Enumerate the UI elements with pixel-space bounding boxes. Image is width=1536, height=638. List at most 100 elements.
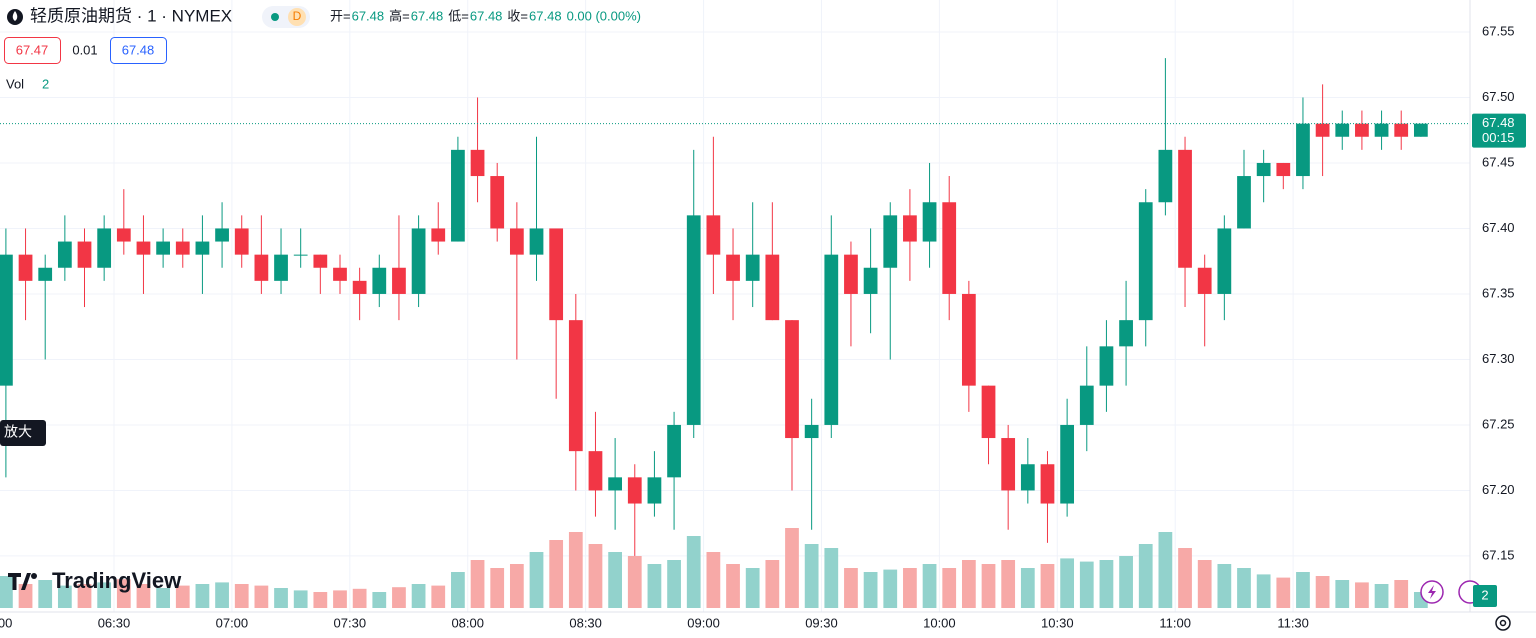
volume-legend-label: Vol: [6, 76, 24, 91]
candle-body: [903, 215, 917, 242]
candle-body: [77, 241, 92, 268]
candle-body: [627, 477, 642, 504]
volume-bar: [1276, 577, 1291, 608]
settings-button[interactable]: [1495, 615, 1511, 631]
volume-badge: 2: [1481, 587, 1488, 602]
volume-bar: [1374, 584, 1389, 608]
x-tick-label: 07:30: [334, 615, 367, 630]
candle-body: [313, 254, 328, 268]
volume-bar: [254, 585, 269, 608]
ohlc-value: 67.48: [411, 8, 444, 23]
volume-bar: [568, 532, 583, 608]
candle-body: [0, 254, 13, 386]
candle-body: [18, 254, 33, 281]
volume-bar: [961, 560, 976, 608]
symbol-title[interactable]: 轻质原油期货 · 1 · NYMEX: [30, 6, 232, 25]
candle-body: [1060, 424, 1075, 504]
volume-bar: [274, 588, 288, 608]
candle-body: [195, 241, 210, 255]
x-tick-label: 09:00: [687, 615, 720, 630]
ohlc-label: 低=: [448, 8, 469, 23]
volume-bar: [1099, 560, 1114, 608]
volume-bar: [785, 528, 799, 608]
last-price-box: [1472, 113, 1526, 148]
volume-bar: [234, 584, 249, 608]
x-tick-label: 11:00: [1159, 615, 1191, 630]
x-tick-label: 06:30: [98, 615, 131, 630]
volume-bar: [922, 564, 937, 608]
candle-body: [97, 228, 112, 268]
brand-logo: [8, 573, 31, 590]
badge: D: [293, 9, 302, 23]
brand-logo-dot: [31, 573, 37, 579]
volume-bar: [490, 568, 505, 608]
x-tick-label: 08:00: [451, 615, 484, 630]
candle-body: [568, 320, 583, 452]
candle-body: [942, 202, 957, 294]
volume-bar: [470, 560, 485, 608]
candle-body: [116, 228, 131, 242]
candle-body: [745, 254, 760, 281]
volume-bar: [195, 584, 210, 608]
spread: 0.01: [72, 42, 97, 57]
last-price-label: 67.48: [1482, 115, 1515, 130]
volume-bar: [667, 560, 681, 608]
volume-legend-value: 2: [42, 76, 49, 91]
ohlc-label: 高=: [389, 8, 410, 23]
volume-bar: [431, 585, 446, 608]
status-dot: [271, 13, 279, 21]
candle-body: [411, 228, 426, 294]
volume-bar: [77, 584, 92, 608]
badge-bg: [288, 8, 306, 26]
x-tick-label: 07:00: [216, 615, 249, 630]
candle-body: [1335, 123, 1350, 137]
ask-box[interactable]: [110, 37, 167, 64]
y-tick-label: 67.15: [1482, 547, 1515, 562]
bid: 67.47: [16, 42, 49, 57]
volume-bar: [588, 544, 603, 608]
volume-bar: [903, 568, 917, 608]
countdown: 00:15: [1482, 130, 1515, 145]
candle-body: [804, 424, 819, 439]
x-tick-label: 10:30: [1041, 615, 1074, 630]
volume-bar: [38, 580, 53, 608]
y-tick-label: 67.35: [1482, 285, 1515, 300]
candle-body: [1355, 123, 1369, 137]
volume-bar: [57, 585, 72, 608]
candle-body: [274, 254, 288, 281]
candle-body: [470, 149, 485, 177]
x-tick-label: 09:30: [805, 615, 838, 630]
volume-bar: [549, 540, 564, 608]
ohlc-label: 收=: [507, 8, 528, 23]
lightning-icon: [1428, 585, 1436, 599]
candle-body: [254, 254, 269, 281]
candle-body: [1276, 162, 1291, 177]
volume-bar: [1158, 532, 1173, 608]
bid-box[interactable]: [4, 37, 61, 64]
volume-bar: [215, 582, 229, 608]
candle-body: [234, 228, 249, 255]
volume-bar: [981, 564, 996, 608]
candle-body: [509, 228, 524, 255]
volume-bar: [1197, 560, 1212, 608]
volume-bar: [372, 592, 387, 608]
ohlc-value: 67.48: [529, 8, 562, 23]
candle-body: [667, 424, 681, 478]
candle-body: [588, 451, 603, 491]
candle-body: [785, 320, 799, 439]
candle-body: [608, 477, 622, 491]
candle-body: [57, 241, 72, 268]
volume-bar: [1040, 564, 1055, 608]
candle-body: [1020, 464, 1035, 491]
settings-icon: [1499, 619, 1507, 627]
volume-bar: [175, 585, 190, 608]
volume-bar: [1217, 564, 1232, 608]
candle-body: [529, 228, 544, 255]
volume-bar: [451, 572, 465, 608]
candle-body: [961, 293, 976, 386]
volume-bar: [1060, 558, 1075, 608]
candle-body: [215, 228, 229, 242]
y-tick-label: 67.45: [1482, 154, 1515, 169]
zoom-button[interactable]: [0, 420, 46, 446]
